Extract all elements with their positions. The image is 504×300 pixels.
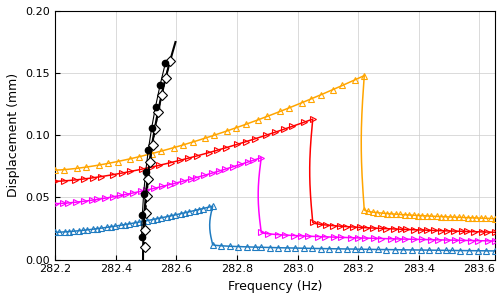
X-axis label: Frequency (Hz): Frequency (Hz) bbox=[228, 280, 322, 293]
Y-axis label: Displacement (mm): Displacement (mm) bbox=[7, 73, 20, 197]
